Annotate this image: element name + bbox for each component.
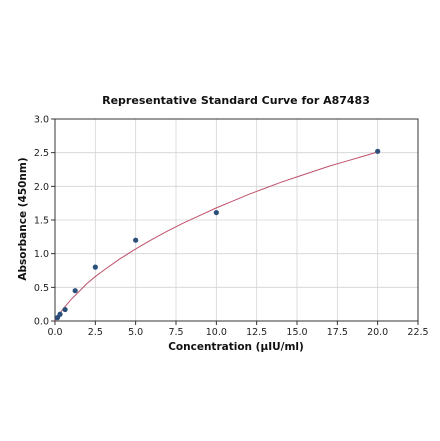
data-point-7: [375, 148, 381, 154]
y-tick-label-2: 1.0: [34, 249, 49, 260]
chart-title: Representative Standard Curve for A87483: [102, 94, 370, 107]
x-tick-label-9: 22.5: [407, 327, 428, 338]
data-point-2: [62, 306, 68, 313]
x-tick-label-2: 5.0: [128, 327, 143, 338]
y-tick-label-1: 0.5: [34, 283, 49, 294]
fit-curve-line: [54, 151, 378, 322]
y-tick-label-0: 0.0: [34, 317, 49, 328]
x-axis-label: Concentration (μIU/ml): [168, 341, 304, 353]
x-tick-label-5: 12.5: [246, 327, 267, 338]
x-axis: 0.0 2.5 5.0 7.5 10.0 12.5 15.0 17.5 20.0 22.5: [47, 321, 429, 338]
x-tick-label-1: 2.5: [88, 327, 103, 338]
y-tick-label-4: 2.0: [34, 182, 49, 193]
y-tick-label-6: 3.0: [34, 115, 49, 126]
grid-lines: [54, 118, 419, 322]
y-tick-label-5: 2.5: [34, 148, 49, 159]
y-axis-label: Absorbance (450nm): [17, 157, 29, 280]
data-point-1: [57, 311, 63, 317]
x-tick-label-0: 0.0: [47, 327, 62, 338]
data-point-6: [213, 209, 219, 216]
x-tick-label-8: 20.0: [367, 327, 388, 338]
data-point-3: [72, 288, 78, 294]
data-point-5: [133, 237, 139, 243]
data-point-4: [92, 264, 98, 270]
x-tick-label-4: 10.0: [206, 327, 227, 338]
x-tick-label-7: 17.5: [327, 327, 348, 338]
y-axis: 0.0 0.5 1.0 1.5 2.0 2.5 3.0: [34, 115, 55, 328]
data-points: [54, 148, 381, 321]
x-tick-label-6: 15.0: [286, 327, 307, 338]
x-tick-label-3: 7.5: [168, 327, 183, 338]
y-tick-label-3: 1.5: [34, 216, 49, 227]
